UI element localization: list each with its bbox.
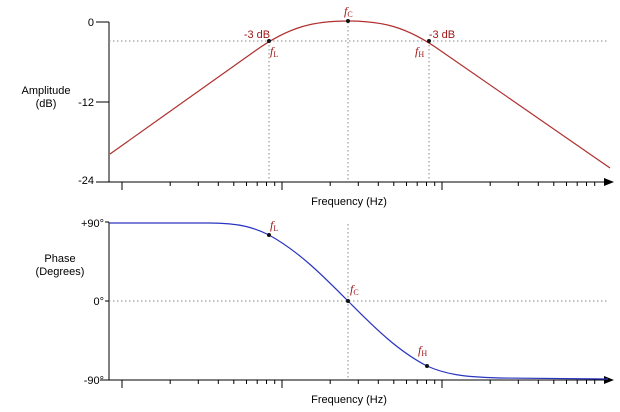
amplitude-fh-marker-label: fH: [415, 44, 424, 59]
phase-fh-marker-label: fH: [418, 343, 427, 358]
phase-ylabel-line2: (Degrees): [36, 266, 85, 278]
amplitude-fc-point: [346, 19, 350, 23]
phase-ylabel-line1: Phase: [44, 253, 75, 265]
amplitude-ytick-minus12: -12: [78, 97, 94, 109]
amplitude-chart: Amplitude (dB) 0 -12 -24 Frequency (Hz) …: [22, 4, 614, 208]
amplitude-ylabel-line2: (dB): [36, 98, 57, 110]
amplitude-fl-point: [267, 39, 271, 43]
amplitude-minus3db-left-label: -3 dB: [244, 29, 270, 41]
phase-ytick-0: 0°: [93, 296, 104, 308]
phase-fl-marker-label: fL: [270, 218, 278, 233]
phase-fc-marker-label: fC: [350, 282, 359, 297]
amplitude-x-ticks: [121, 182, 596, 190]
phase-ytick-minus90: -90°: [84, 375, 104, 387]
amplitude-xlabel: Frequency (Hz): [311, 196, 387, 208]
amplitude-ylabel-line1: Amplitude: [22, 85, 71, 97]
amplitude-fl-marker-label: fL: [270, 44, 278, 59]
amplitude-ytick-minus24: -24: [78, 175, 94, 187]
phase-x-axis-arrowhead: [604, 376, 614, 384]
phase-fl-point: [267, 233, 271, 237]
amplitude-curve: [109, 20, 611, 169]
phase-ytick-plus90: +90°: [81, 218, 104, 230]
phase-fh-point: [425, 364, 429, 368]
phase-xlabel: Frequency (Hz): [311, 394, 387, 406]
amplitude-minus3db-right-label: -3 dB: [429, 29, 455, 41]
phase-fc-point: [346, 299, 350, 303]
amplitude-fc-marker-label: fC: [344, 4, 353, 19]
phase-x-ticks: [121, 380, 596, 388]
amplitude-x-axis-arrowhead: [604, 178, 614, 186]
phase-chart: Phase (Degrees) +90° 0° -90° Frequency (…: [36, 218, 614, 406]
amplitude-ytick-0: 0: [88, 17, 94, 29]
amplitude-fh-point: [427, 39, 431, 43]
